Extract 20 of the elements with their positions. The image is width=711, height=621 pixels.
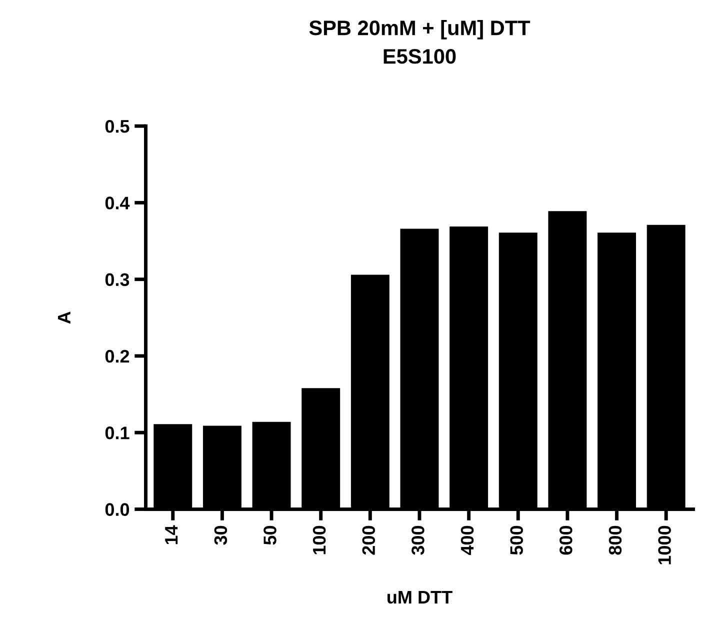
y-tick-label: 0.4 (105, 196, 130, 210)
x-axis-title: uM DTT (388, 591, 452, 604)
chart-title: SPB 20mM + [uM] DTT E5S100 (309, 20, 530, 64)
x-tick-label: 50 (264, 526, 276, 545)
x-tick-label: 1000 (658, 526, 671, 564)
x-tick-label: 800 (608, 526, 622, 555)
x-tick-label: 500 (510, 526, 523, 555)
y-axis-title: A (58, 312, 70, 324)
x-tick-label: 100 (312, 526, 326, 554)
y-tick-label: 0.5 (105, 120, 130, 133)
x-tick-label: 30 (214, 526, 228, 545)
x-tick-label: 14 (165, 525, 178, 544)
y-tick-label: 0.0 (105, 503, 130, 516)
x-tick-label: 200 (362, 526, 376, 555)
y-tick-label: 0.3 (105, 273, 130, 286)
x-tick-label: 400 (460, 526, 474, 556)
x-tick-label: 600 (560, 526, 572, 555)
y-tick-label: 0.1 (105, 426, 130, 440)
x-tick-label: 300 (412, 526, 424, 555)
y-tick-label: 0.2 (105, 350, 130, 363)
